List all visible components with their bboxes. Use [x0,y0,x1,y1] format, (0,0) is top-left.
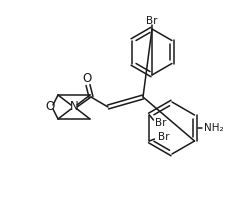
Text: Br: Br [158,132,169,142]
Text: O: O [45,101,54,113]
Text: NH₂: NH₂ [203,123,223,133]
Text: O: O [82,71,91,84]
Text: N: N [69,101,78,113]
Text: Br: Br [146,16,157,26]
Text: Br: Br [155,118,166,128]
